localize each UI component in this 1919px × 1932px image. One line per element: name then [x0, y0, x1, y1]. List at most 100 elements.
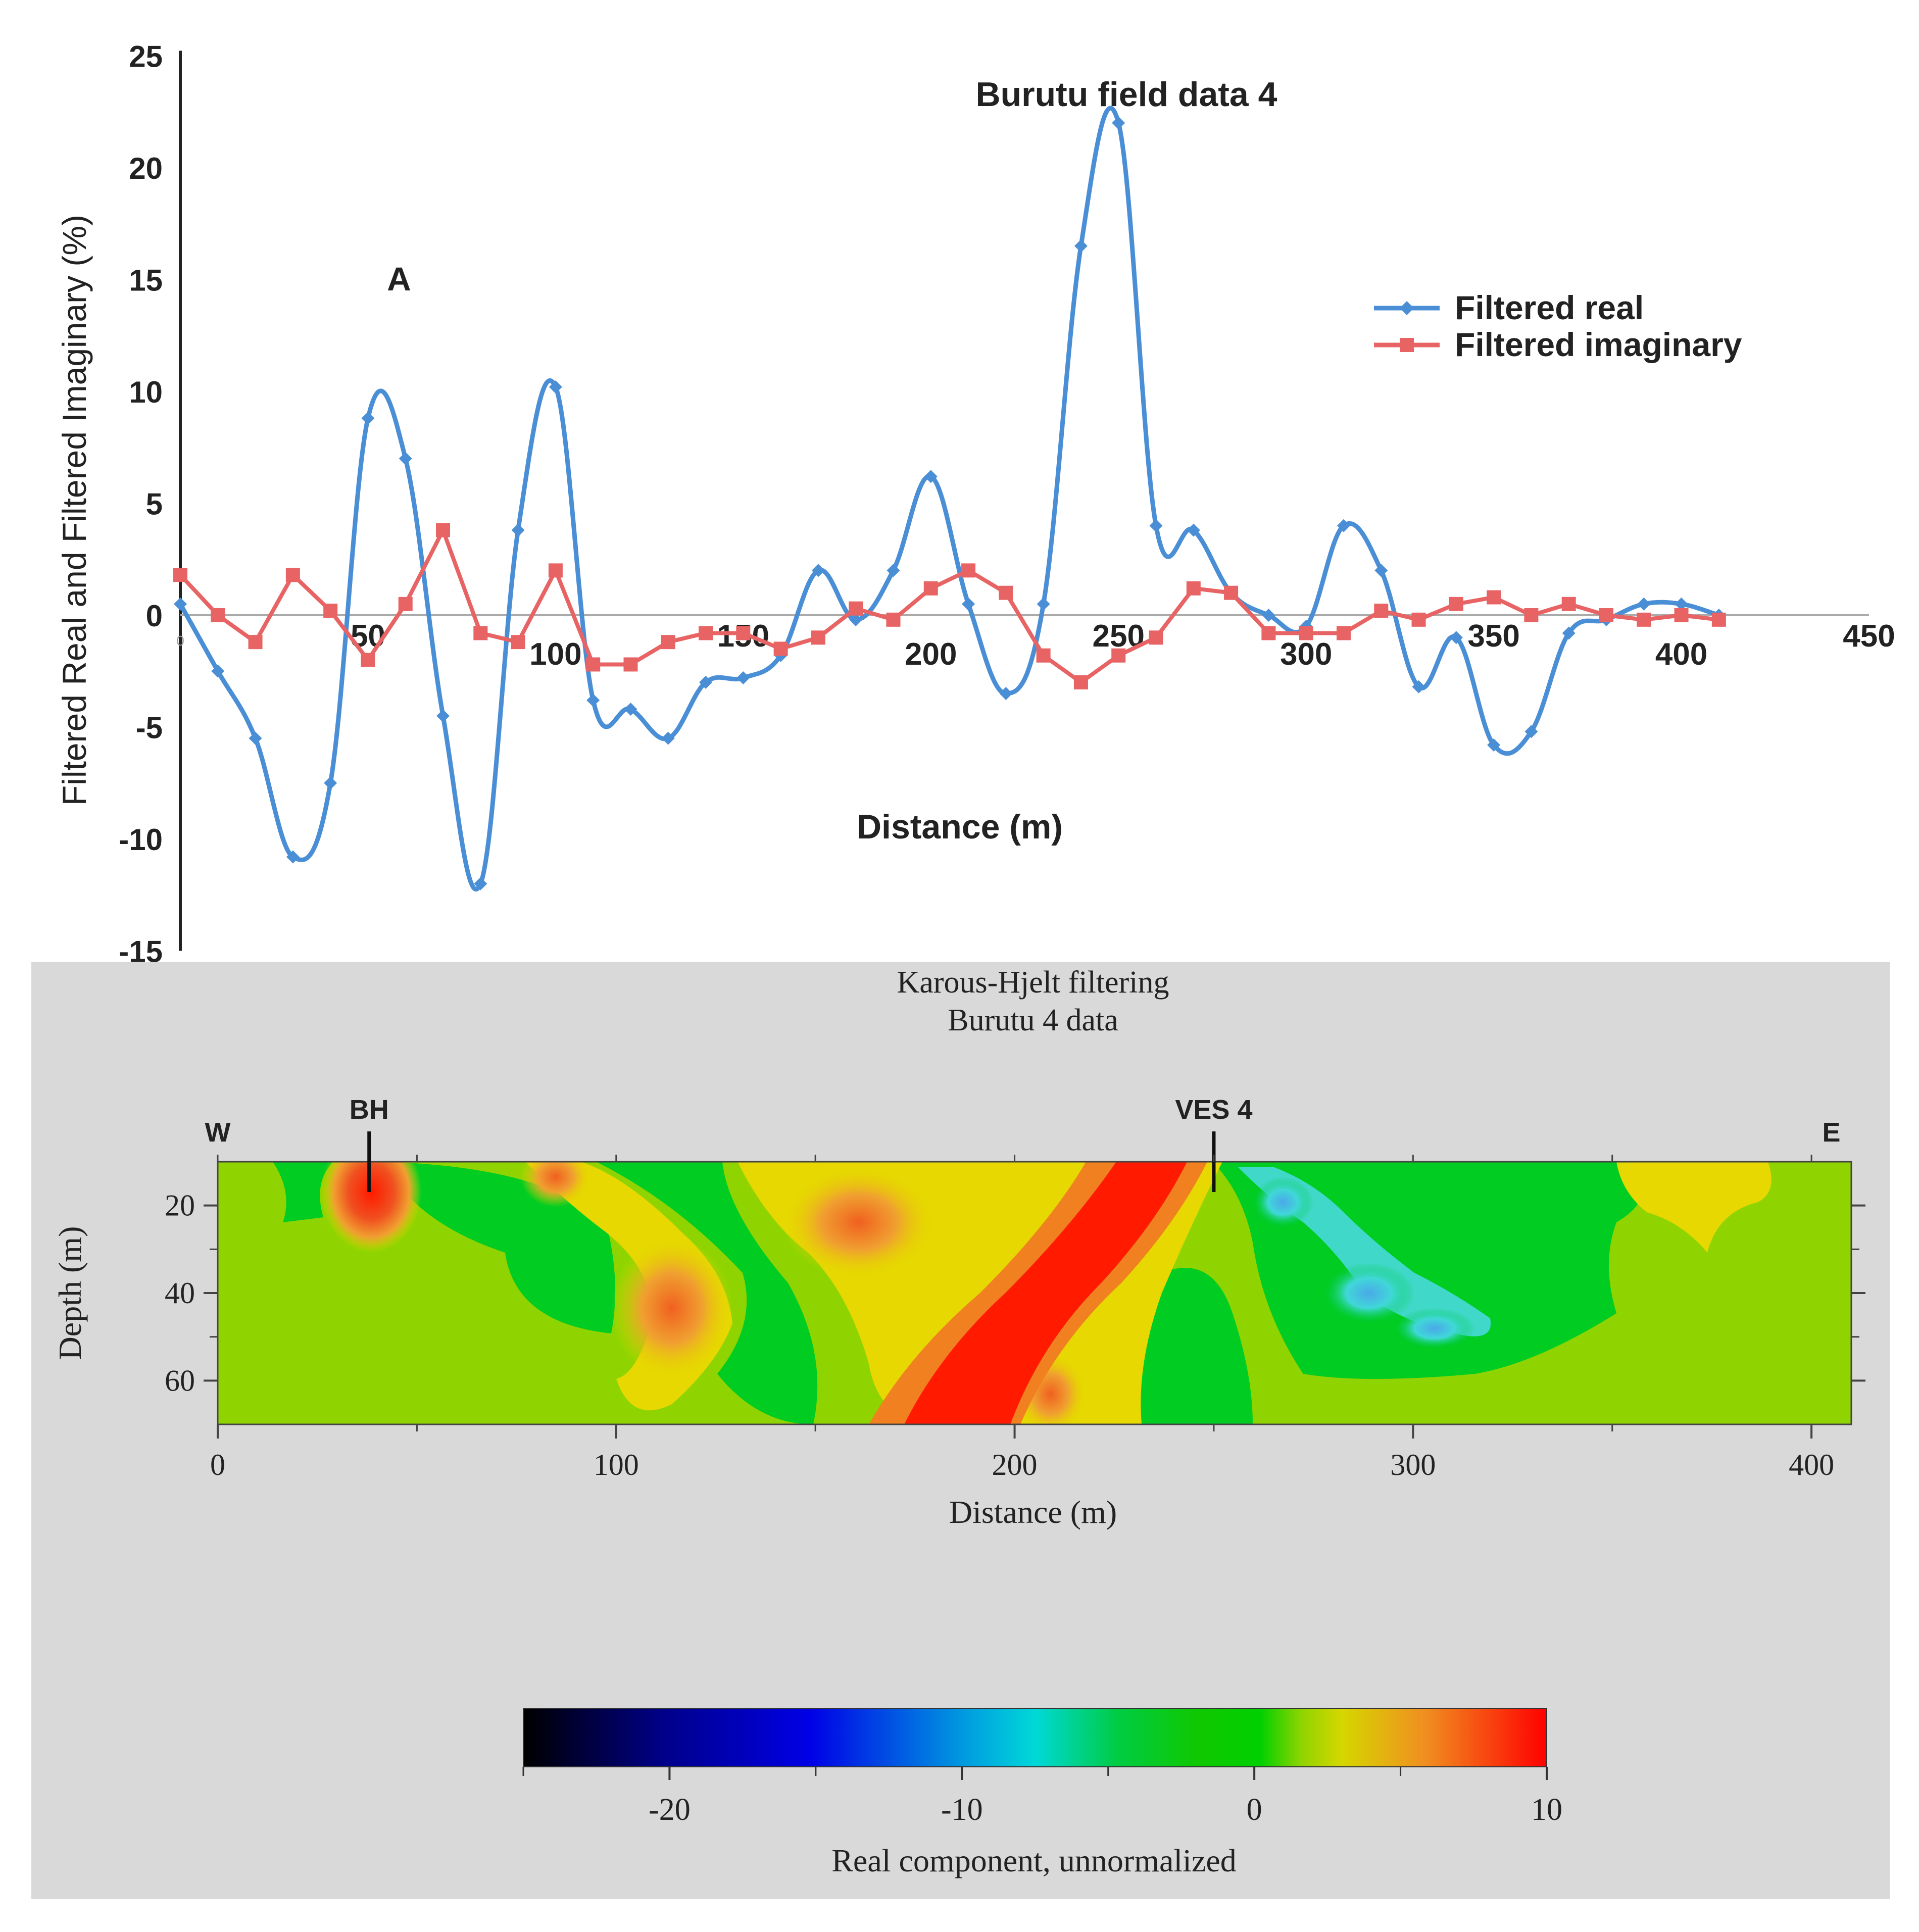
legend-imag-marker	[1400, 338, 1414, 352]
section-axes: 0 100 200 300 400 20 40 60	[165, 1155, 1865, 1481]
line-chart-annotation: A	[387, 260, 411, 298]
real-point	[1524, 725, 1538, 738]
imag-point	[1637, 612, 1651, 627]
imag-point	[1711, 612, 1726, 627]
imag-point	[811, 630, 825, 645]
section-anomaly	[520, 1162, 591, 1207]
section-anomaly	[1323, 1263, 1414, 1323]
section-y-tick-label: 60	[165, 1364, 195, 1397]
imag-point	[886, 612, 901, 627]
real-point	[1149, 519, 1163, 532]
real-point	[511, 523, 525, 537]
x-tick-label: 50	[351, 619, 385, 654]
real-point	[699, 675, 713, 689]
imag-point	[661, 635, 675, 650]
section-x-tick-label: 400	[1789, 1448, 1834, 1481]
legend-real-label: Filtered real	[1455, 289, 1644, 326]
x-tick-label: 100	[529, 637, 581, 672]
y-tick-label: 5	[146, 487, 163, 521]
y-tick-label: 10	[129, 375, 163, 409]
colorbar-tick-label: -20	[649, 1793, 691, 1827]
imag-point	[999, 585, 1013, 600]
imag-point	[398, 597, 413, 611]
marker-label: BH	[350, 1095, 389, 1125]
section-anomaly	[1253, 1177, 1313, 1227]
imag-point	[361, 653, 375, 667]
real-point	[736, 671, 750, 685]
marker-label: W	[205, 1117, 231, 1148]
colorbar-tick-label: 10	[1531, 1793, 1562, 1827]
line-chart-ylabel: Filtered Real and Filtered Imaginary (%)	[56, 215, 93, 806]
imag-point	[1599, 608, 1613, 622]
real-point	[887, 564, 900, 577]
section-x-tick-label: 0	[210, 1448, 225, 1481]
marker-label: VES 4	[1175, 1095, 1252, 1125]
real-point	[324, 776, 337, 790]
imag-point	[1149, 630, 1163, 645]
section-warm-zone	[1616, 1162, 1772, 1253]
real-point	[586, 693, 600, 707]
x-tick-label: 300	[1280, 637, 1332, 672]
section-anomaly	[783, 1167, 934, 1278]
imag-point	[1336, 626, 1351, 640]
real-point	[286, 850, 300, 864]
real-point	[849, 613, 863, 626]
x-tick-label: 450	[1843, 619, 1895, 654]
real-point	[174, 597, 187, 611]
real-point	[661, 731, 675, 745]
section-image	[218, 1162, 1851, 1424]
imag-point	[849, 601, 863, 616]
imag-point	[1561, 597, 1576, 611]
section-ylabel: Depth (m)	[52, 1226, 88, 1360]
real-point	[1262, 609, 1275, 622]
imag-point	[923, 581, 938, 596]
imag-point	[1674, 608, 1689, 622]
real-point	[474, 877, 487, 890]
imag-point	[548, 563, 563, 578]
legend-imag-label: Filtered imaginary	[1455, 326, 1742, 363]
imag-point	[736, 626, 751, 640]
imag-point	[1036, 648, 1051, 663]
line-chart-xlabel: Distance (m)	[857, 808, 1063, 846]
section-xlabel: Distance (m)	[949, 1494, 1117, 1530]
colorbar-tick-label: -10	[941, 1793, 983, 1827]
imag-point	[436, 523, 451, 537]
real-point	[1374, 564, 1388, 577]
imag-point	[1487, 590, 1501, 605]
section-subtitle: Burutu 4 data	[948, 1003, 1118, 1037]
imag-point	[1374, 604, 1389, 618]
section-anomaly	[321, 1162, 422, 1253]
real-point	[1337, 519, 1350, 532]
real-point	[1112, 116, 1125, 130]
imag-point	[1073, 675, 1088, 689]
y-tick-label: -5	[136, 711, 163, 745]
x-tick-label: 200	[905, 637, 957, 672]
x-tick-label: 0	[176, 633, 184, 649]
real-point	[999, 687, 1013, 701]
line-chart: 2520151050-5-10-150501001502002503003504…	[119, 40, 1895, 969]
real-point	[1487, 738, 1501, 752]
imag-point	[285, 568, 300, 582]
imag-point	[961, 563, 976, 578]
section-markers: W BH VES 4 E	[205, 1095, 1841, 1192]
y-tick-label: -10	[119, 823, 163, 857]
section-x-tick-label: 100	[594, 1448, 639, 1481]
section-title: Karous-Hjelt filtering	[897, 965, 1169, 1000]
section-anomaly	[611, 1237, 732, 1379]
real-point	[1675, 597, 1688, 611]
series-real-line	[178, 106, 1720, 891]
imag-point	[699, 626, 713, 640]
imag-point	[511, 635, 525, 650]
section-y-tick-label: 40	[165, 1276, 195, 1310]
real-point	[811, 564, 825, 577]
imag-point	[1449, 597, 1463, 611]
real-point	[624, 703, 637, 716]
real-point	[1637, 597, 1651, 611]
real-point	[211, 664, 225, 678]
imag-point	[586, 657, 601, 672]
imag-point	[1411, 612, 1426, 627]
x-tick-label: 400	[1655, 637, 1707, 672]
marker-label: E	[1823, 1117, 1841, 1148]
imag-point	[1261, 626, 1276, 640]
